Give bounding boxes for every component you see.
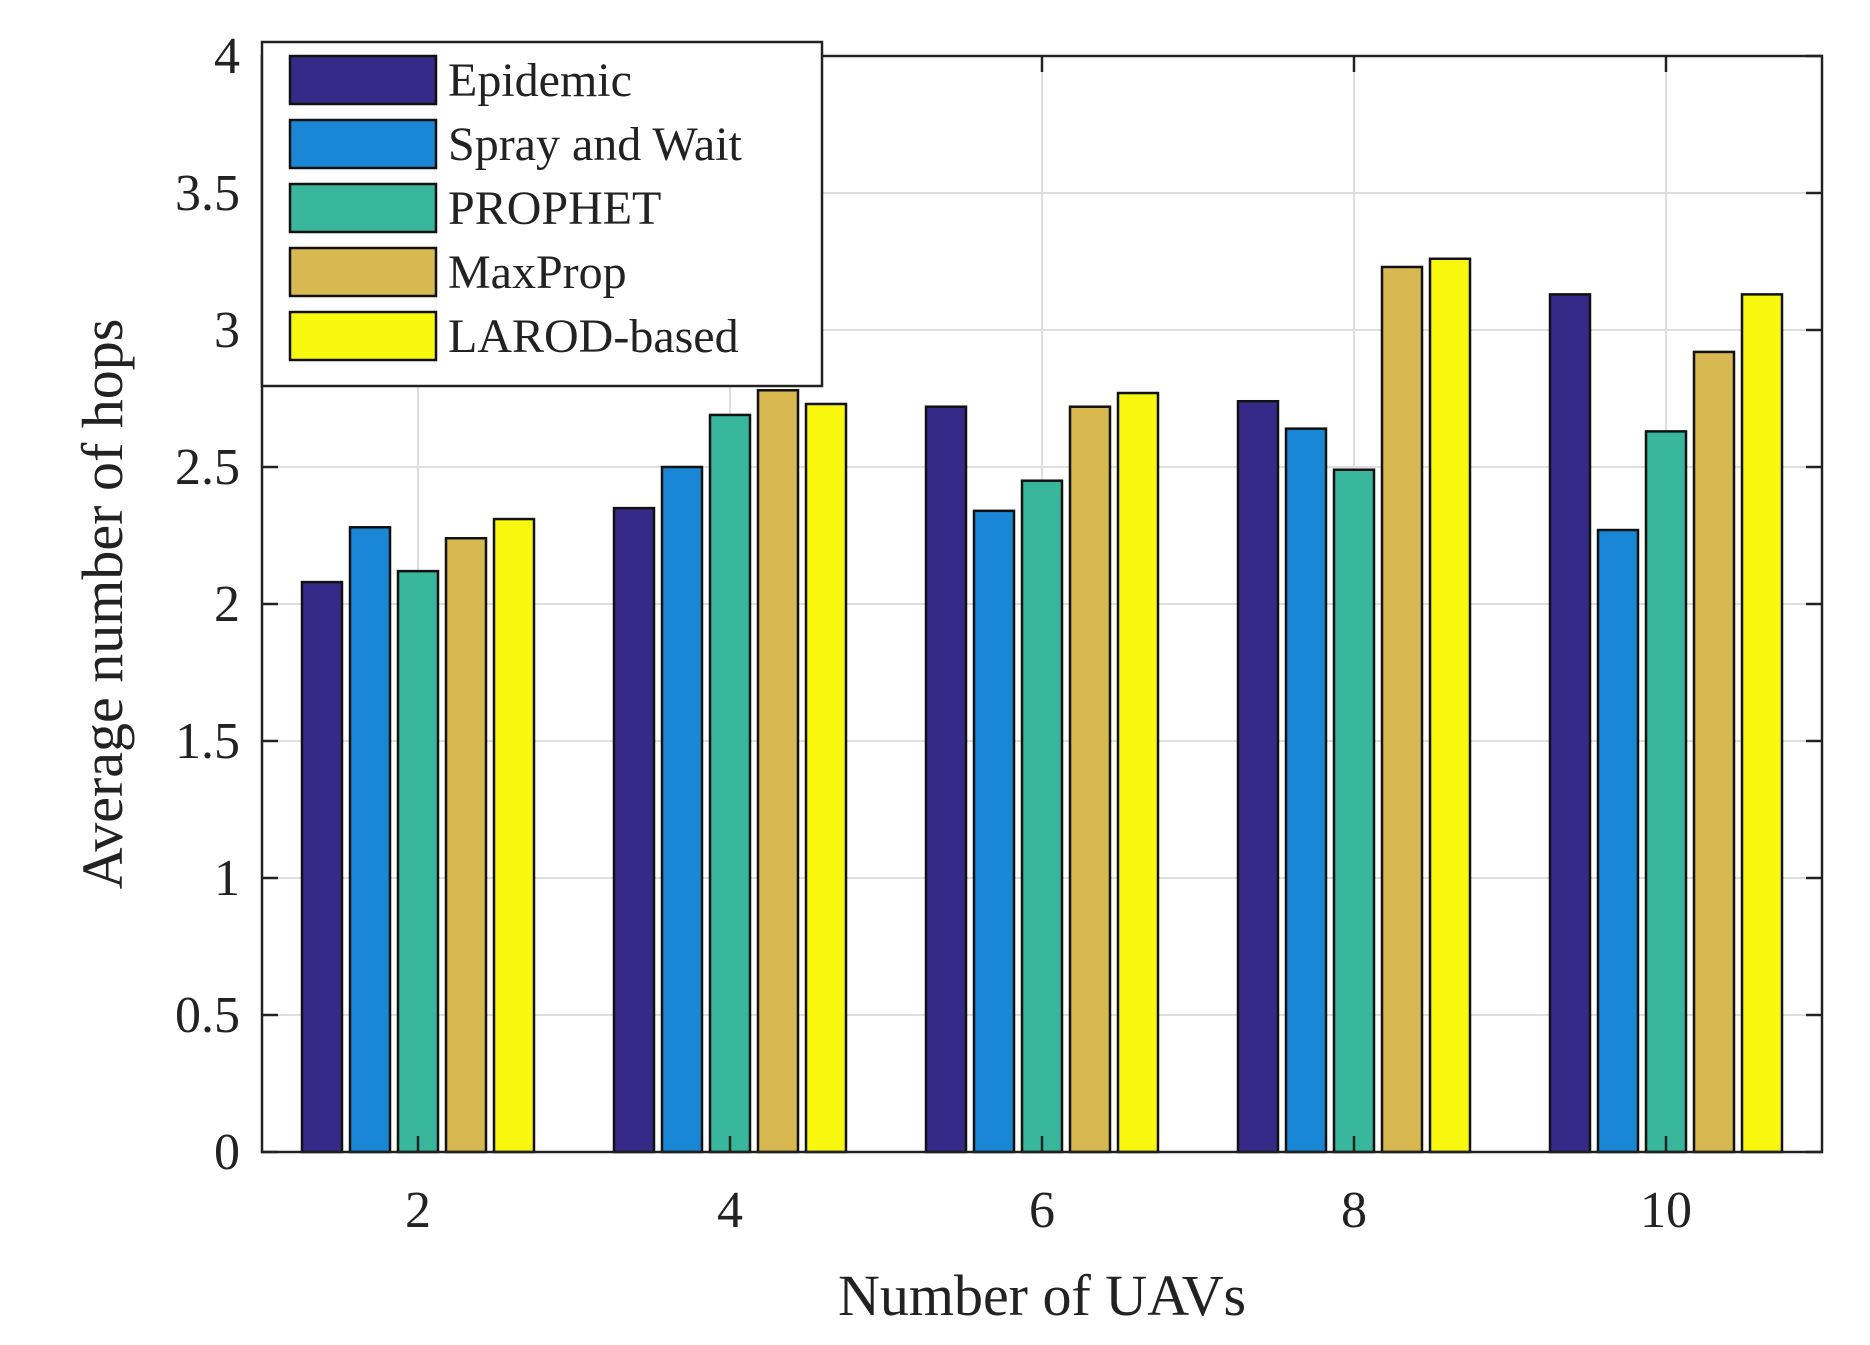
bar-maxprop-6 [1068,405,1112,1154]
y-tick-label: 3 [214,302,240,359]
bar-spray-and-wait-10 [1596,528,1640,1154]
bar-larod-based-8 [1428,257,1472,1154]
bar-epidemic-2 [300,580,344,1154]
bar-maxprop-4 [756,389,800,1154]
bar-prophet-4 [708,413,752,1154]
legend-label-prophet: PROPHET [448,182,661,235]
bar-prophet-2 [396,569,440,1154]
y-tick-label: 0.5 [175,987,240,1044]
legend-label-spray-and-wait: Spray and Wait [448,118,743,171]
legend-swatch-epidemic [288,54,438,106]
bar-epidemic-8 [1236,399,1280,1154]
x-tick-label: 4 [717,1182,743,1239]
bar-larod-based-4 [804,402,848,1154]
y-tick-label: 0 [214,1124,240,1181]
x-tick-label: 8 [1341,1182,1367,1239]
y-tick-label: 1 [214,850,240,907]
bar-prophet-8 [1332,468,1376,1154]
bar-epidemic-4 [612,506,656,1154]
bar-maxprop-8 [1380,265,1424,1154]
y-axis-title: Average number of hops [70,319,135,890]
y-tick-label: 4 [214,28,240,85]
y-tick-label: 2.5 [175,439,240,496]
y-tick-label: 2 [214,576,240,633]
y-tick-label: 3.5 [175,165,240,222]
x-tick-label: 10 [1640,1182,1692,1239]
bar-maxprop-2 [444,536,488,1154]
bar-larod-based-10 [1740,293,1784,1154]
legend-swatch-prophet [288,182,438,234]
x-axis-title: Number of UAVs [838,1263,1246,1328]
legend-swatch-spray-and-wait [288,118,438,170]
bar-prophet-10 [1644,430,1688,1154]
legend-label-epidemic: Epidemic [448,54,632,107]
legend-label-maxprop: MaxProp [448,246,627,299]
legend-label-larod-based: LAROD-based [448,310,739,363]
bar-epidemic-10 [1548,293,1592,1154]
legend-swatch-larod-based [288,310,438,362]
bar-spray-and-wait-8 [1284,427,1328,1154]
x-tick-label: 2 [405,1182,431,1239]
bar-larod-based-2 [492,517,536,1154]
bar-spray-and-wait-6 [972,509,1016,1154]
legend-swatch-maxprop [288,246,438,298]
bar-larod-based-6 [1116,391,1160,1154]
bar-maxprop-10 [1692,350,1736,1154]
bar-prophet-6 [1020,479,1064,1154]
bar-spray-and-wait-2 [348,526,392,1154]
bar-spray-and-wait-4 [660,465,704,1154]
x-tick-label: 6 [1029,1182,1055,1239]
bar-epidemic-6 [924,405,968,1154]
y-tick-label: 1.5 [175,713,240,770]
